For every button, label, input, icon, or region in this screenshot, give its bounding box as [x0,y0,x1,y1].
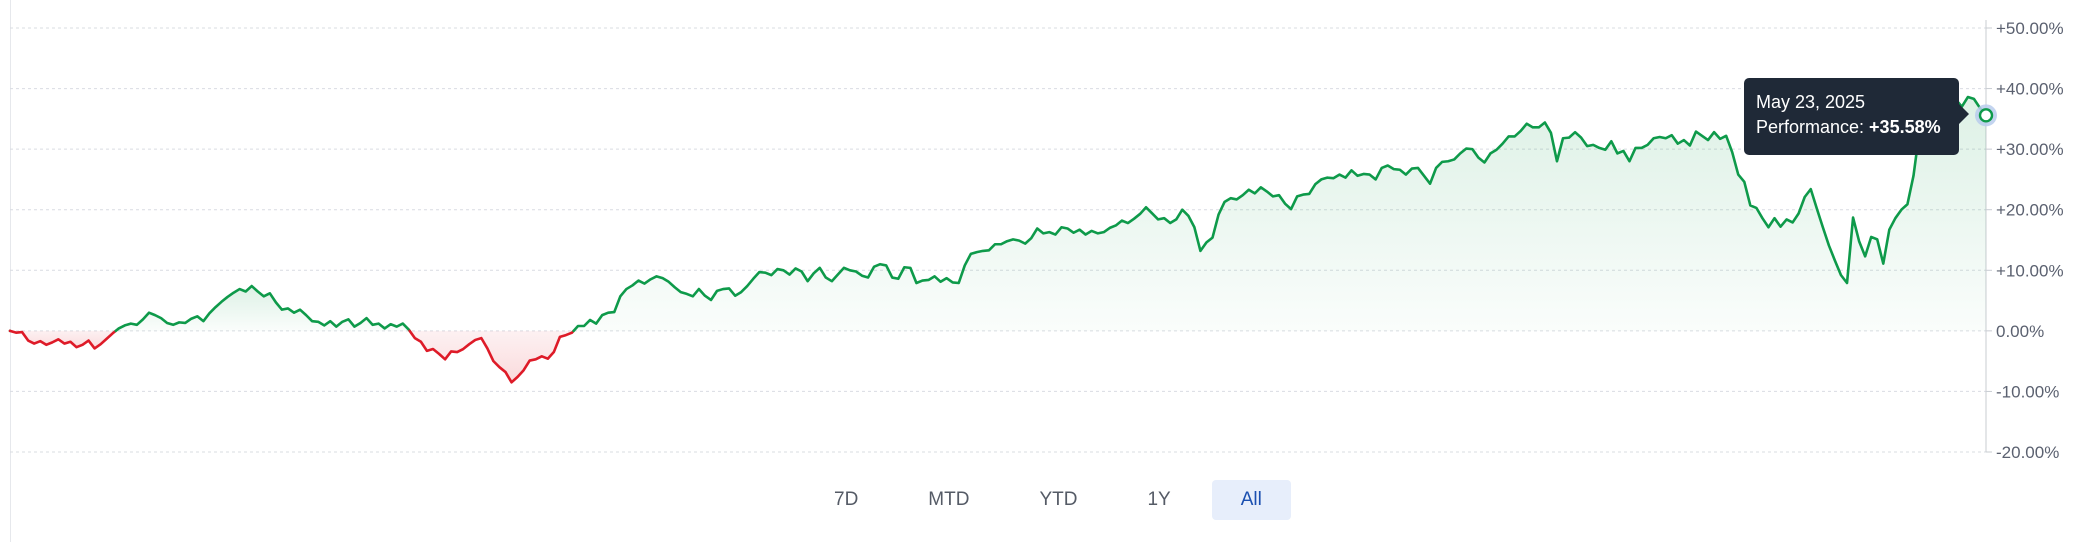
y-tick-label: +10.00% [1996,261,2064,280]
tooltip-date: May 23, 2025 [1756,92,1866,112]
performance-series [8,95,1988,384]
hover-point [1978,108,1994,123]
positive-line-segment [572,95,1988,333]
y-tick-label: +30.00% [1996,140,2064,159]
y-axis-tick-labels: +50.00% +40.00% +30.00% +20.00% +10.00% 0.00%… [1996,19,2064,462]
negative-area [10,330,116,349]
time-range-selector: 7D MTD YTD 1Y All [805,480,1303,520]
range-7d-button[interactable]: 7D [805,480,887,520]
y-tick-label: -10.00% [1996,382,2059,401]
positive-area [115,286,410,331]
y-tick-label: -20.00% [1996,443,2059,462]
hover-indicator [1975,104,1997,127]
y-tick-label: +40.00% [1996,80,2064,99]
range-mtd-button[interactable]: MTD [899,480,998,520]
range-1y-button[interactable]: 1Y [1118,480,1199,520]
positive-line-segment [114,284,411,333]
hover-tooltip: May 23, 2025 Performance: +35.58% [1744,78,1969,155]
y-tick-label: +20.00% [1996,201,2064,220]
tooltip-performance-value: +35.58% [1869,117,1941,137]
negative-line-segment [8,329,118,350]
tooltip-performance-label: Performance: [1756,117,1870,137]
area-fills [10,97,1986,383]
performance-chart[interactable]: +50.00% +40.00% +30.00% +20.00% +10.00% 0.00%… [0,0,2082,470]
tooltip-performance: Performance: +35.58% [1756,115,1959,140]
y-tick-label: +50.00% [1996,19,2064,38]
range-ytd-button[interactable]: YTD [1010,480,1106,520]
y-tick-label: 0.00% [1996,322,2044,341]
range-all-button[interactable]: All [1211,480,1291,520]
chart-left-border [10,0,11,542]
negative-line-segment [408,329,575,384]
